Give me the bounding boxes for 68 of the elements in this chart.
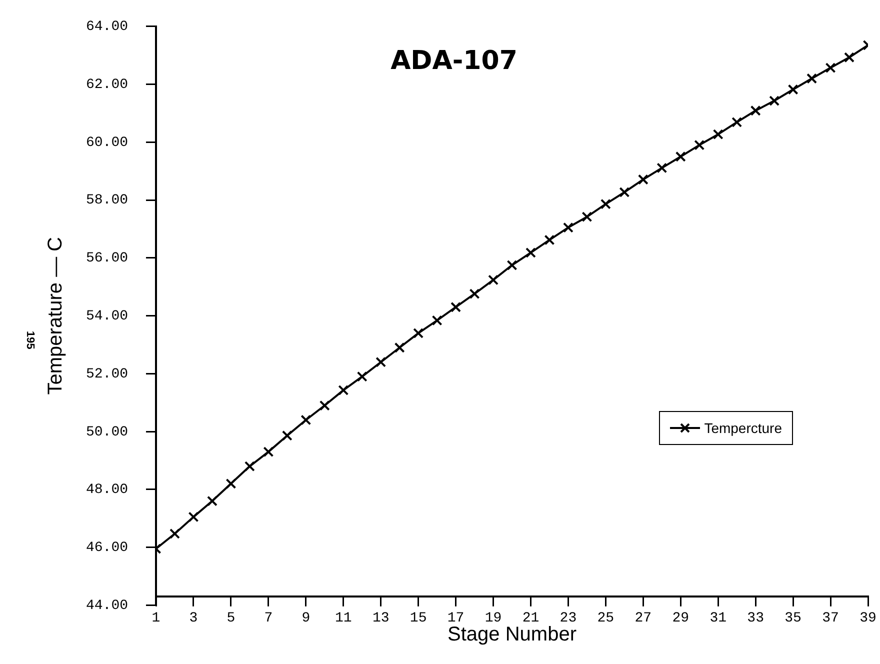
x-tick-label: 9 xyxy=(302,610,310,627)
point xyxy=(170,528,180,539)
y-tick-label: 60.00 xyxy=(86,134,128,151)
x-tick-label: 33 xyxy=(747,610,764,627)
y-tick-label: 48.00 xyxy=(86,482,128,498)
y-tick-label: 46.00 xyxy=(86,540,128,556)
point xyxy=(469,288,480,300)
y-tick-label: 44.00 xyxy=(86,598,128,614)
point xyxy=(488,274,499,286)
y-tick-label: 64.00 xyxy=(86,19,128,36)
point xyxy=(188,512,199,522)
point xyxy=(376,356,386,368)
y-tick-label: 54.00 xyxy=(86,308,128,325)
point xyxy=(206,496,218,506)
y-tick-label: 62.00 xyxy=(86,76,128,93)
point xyxy=(282,430,292,441)
point xyxy=(844,52,855,63)
x-tick-label: 35 xyxy=(784,610,802,627)
point xyxy=(226,478,236,489)
point xyxy=(619,186,630,198)
point xyxy=(356,371,368,382)
point xyxy=(394,342,405,353)
point xyxy=(712,129,724,140)
point xyxy=(338,384,349,396)
point xyxy=(506,260,518,270)
point xyxy=(544,234,555,246)
x-tick-label: 3 xyxy=(189,610,198,627)
point xyxy=(732,116,742,128)
x-tick-label: 27 xyxy=(634,610,652,627)
x-tick-label: 7 xyxy=(264,610,273,627)
point xyxy=(750,105,761,116)
y-tick-label: 52.00 xyxy=(86,366,128,382)
point xyxy=(825,62,836,74)
x-tick-label: 29 xyxy=(672,610,690,627)
point xyxy=(638,174,648,185)
point xyxy=(656,162,668,174)
point xyxy=(675,151,686,162)
x-tick-label: 25 xyxy=(597,610,614,627)
point xyxy=(450,302,462,312)
x-tick-label: 11 xyxy=(334,610,352,627)
point xyxy=(694,140,705,150)
point xyxy=(525,247,536,258)
x-tick-label: 37 xyxy=(822,610,839,627)
x-tick-label: 15 xyxy=(410,610,427,627)
point xyxy=(806,73,818,84)
point xyxy=(319,400,330,411)
legend-label: Tempercture xyxy=(704,420,782,436)
point xyxy=(263,446,274,458)
x-tick-label: 13 xyxy=(372,610,390,627)
y-tick-label: 58.00 xyxy=(86,192,128,209)
y-axis-title: Temperature — C xyxy=(44,236,67,395)
point xyxy=(413,328,424,338)
point xyxy=(582,212,592,222)
x-tick-label: 39 xyxy=(860,610,876,627)
x-tick-label: 31 xyxy=(710,610,727,627)
point xyxy=(788,84,798,95)
point xyxy=(600,198,611,210)
text: ADA-107 xyxy=(390,46,518,76)
point xyxy=(244,461,255,472)
y-tick-label: 56.00 xyxy=(86,250,128,267)
point xyxy=(300,414,312,426)
text: 195 xyxy=(24,330,36,350)
point xyxy=(562,222,574,233)
y-tick-label: 50.00 xyxy=(86,424,128,440)
point xyxy=(769,96,780,106)
x-tick-label: 5 xyxy=(226,610,236,627)
point xyxy=(432,315,442,326)
x-tick-label: 1 xyxy=(152,610,160,627)
